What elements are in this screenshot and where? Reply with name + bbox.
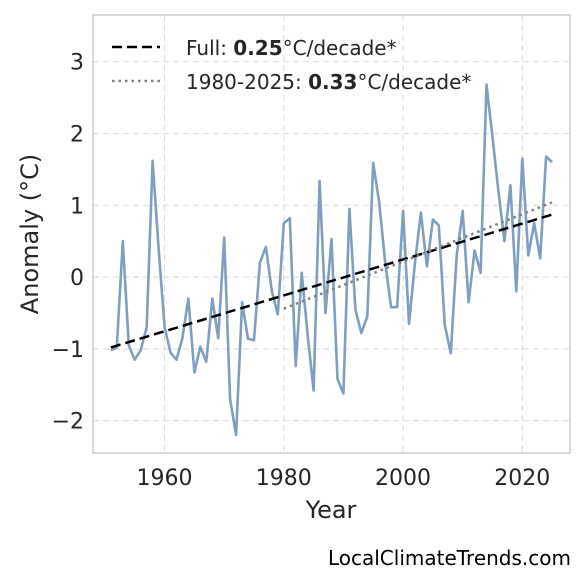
legend-recent-prefix: 1980-2025: — [186, 70, 308, 94]
legend-full-suffix: °C/decade* — [283, 36, 397, 60]
legend-recent-suffix: °C/decade* — [357, 70, 471, 94]
x-tick-labels: 1960 1980 2000 2020 — [137, 466, 551, 491]
x-tick-label: 1980 — [256, 466, 312, 491]
legend-label-recent: 1980-2025: 0.33°C/decade* — [186, 70, 471, 94]
legend-full-value: 0.25 — [233, 36, 282, 60]
y-tick-label: 3 — [70, 51, 84, 76]
y-tick-labels: −2 −1 0 1 2 3 — [52, 51, 84, 435]
grid-lines — [93, 15, 570, 453]
legend-label-full: Full: 0.25°C/decade* — [186, 36, 397, 60]
y-tick-label: 2 — [70, 122, 84, 147]
y-tick-label: 0 — [70, 266, 84, 291]
x-tick-label: 2000 — [375, 466, 431, 491]
x-axis-title: Year — [305, 496, 357, 524]
y-axis-title: Anomaly (°C) — [16, 154, 44, 314]
y-tick-label: −2 — [52, 410, 84, 435]
trend-lines — [110, 201, 553, 349]
y-tick-label: 1 — [70, 194, 84, 219]
x-tick-label: 2020 — [494, 466, 550, 491]
legend-full-prefix: Full: — [186, 36, 233, 60]
x-tick-label: 1960 — [137, 466, 193, 491]
legend-recent-value: 0.33 — [308, 70, 357, 94]
trend-line-recent — [283, 201, 553, 310]
trend-line-full — [110, 213, 553, 349]
source-credit: LocalClimateTrends.com — [327, 546, 571, 570]
y-tick-label: −1 — [52, 338, 84, 363]
plot-frame — [92, 14, 571, 454]
legend: Full: 0.25°C/decade* 1980-2025: 0.33°C/d… — [112, 36, 471, 94]
